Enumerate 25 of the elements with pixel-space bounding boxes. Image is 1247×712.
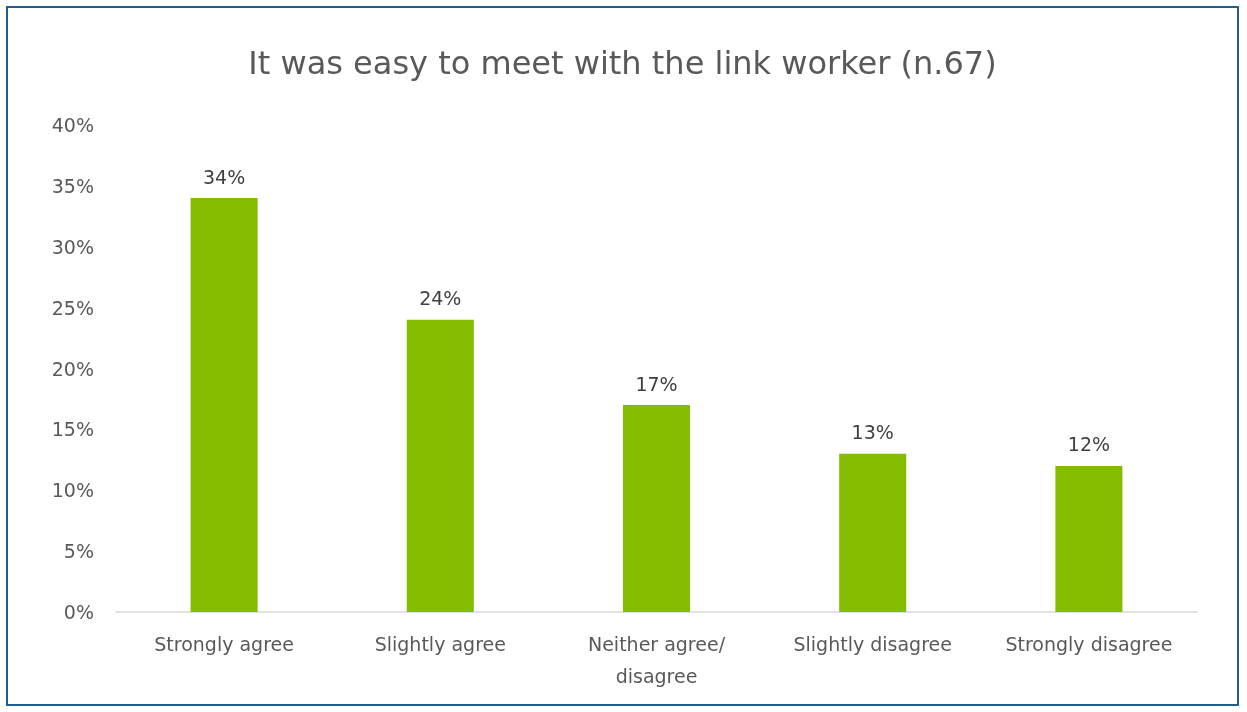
x-tick-label: Strongly disagree xyxy=(1005,633,1173,655)
y-tick-label: 0% xyxy=(63,601,94,623)
y-tick-label: 40% xyxy=(51,114,94,136)
y-tick-label: 20% xyxy=(51,357,94,380)
data-label: 12% xyxy=(1067,433,1111,456)
y-tick-label: 5% xyxy=(63,540,94,563)
x-tick-label: Slightly disagree xyxy=(793,633,952,655)
x-tick-label: Strongly agree xyxy=(154,633,294,655)
bar xyxy=(622,405,691,612)
data-label: 24% xyxy=(419,287,462,310)
y-tick-label: 10% xyxy=(51,479,94,502)
y-tick-label: 30% xyxy=(51,235,94,258)
y-tick-label: 15% xyxy=(51,418,94,441)
data-label: 17% xyxy=(635,372,678,395)
chart-title: It was easy to meet with the link worker (n.67) xyxy=(248,44,997,82)
bar xyxy=(1055,465,1123,612)
x-tick-label: Slightly agree xyxy=(374,633,506,655)
bar xyxy=(190,198,258,612)
bar xyxy=(839,453,907,612)
bar xyxy=(406,319,474,612)
y-tick-label: 25% xyxy=(51,296,94,319)
y-tick-label: 35% xyxy=(51,174,94,197)
data-label: 34% xyxy=(202,165,246,188)
x-tick-label: Neither agree/disagree xyxy=(587,633,726,687)
data-label: 13% xyxy=(851,421,894,444)
